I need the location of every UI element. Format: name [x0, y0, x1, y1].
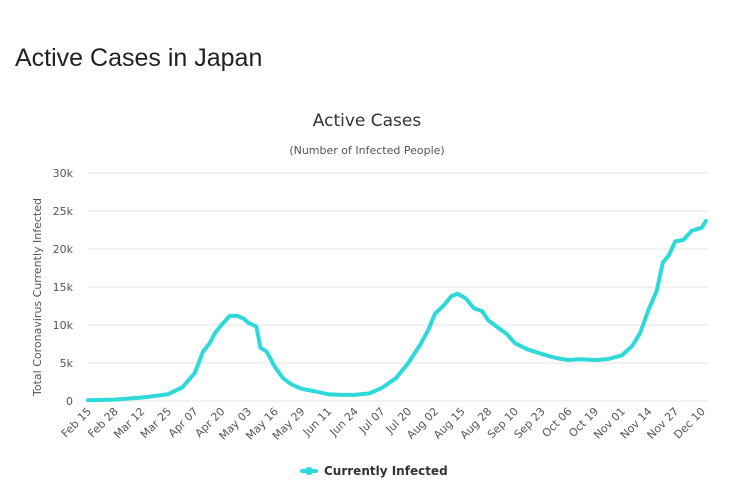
page-heading: Active Cases in Japan	[15, 44, 263, 72]
y-tick-label: 10k	[53, 319, 74, 332]
legend[interactable]: Currently Infected	[300, 464, 448, 478]
gridlines	[88, 172, 708, 402]
legend-marker[interactable]	[305, 467, 313, 475]
y-tick-label: 25k	[53, 205, 74, 218]
y-tick-label: 20k	[53, 243, 74, 256]
y-tick-label: 30k	[53, 167, 74, 180]
series-layer	[86, 218, 708, 403]
x-tick-label: Jun 24	[327, 405, 361, 439]
chart-title: Active Cases	[313, 111, 422, 131]
y-tick-label: 5k	[60, 357, 74, 370]
y-tick-label: 15k	[53, 281, 74, 294]
y-axis-ticks: 0 5k 10k 15k 20k 25k 30k	[53, 167, 74, 408]
x-tick-label: Jun 11	[300, 405, 334, 439]
chart-subtitle: (Number of Infected People)	[289, 144, 444, 157]
series-line-currently-infected	[86, 218, 708, 403]
x-tick-label: Jul 07	[356, 405, 388, 437]
y-axis-label: Total Coronavirus Currently Infected	[31, 198, 44, 397]
y-tick-label: 0	[66, 395, 73, 408]
legend-label-currently-infected[interactable]: Currently Infected	[324, 464, 448, 478]
